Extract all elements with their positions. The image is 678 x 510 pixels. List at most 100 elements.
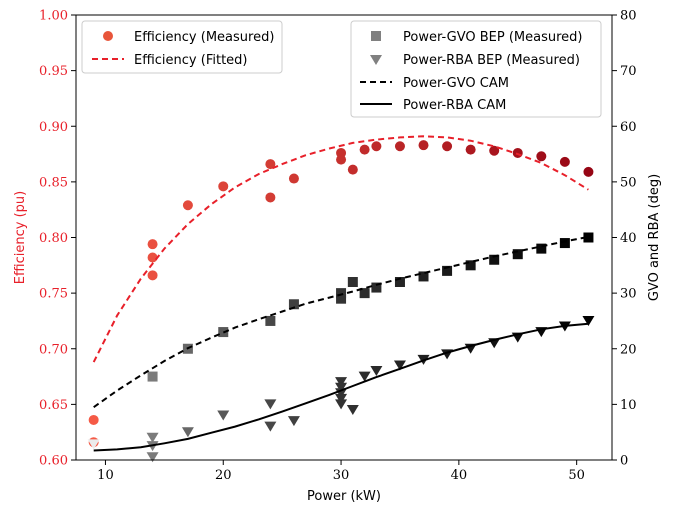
y-right-tick-label: 0 — [620, 454, 628, 469]
power-gvo-bep-measured-point — [418, 271, 429, 282]
power-rba-bep-measured-point — [582, 315, 595, 326]
power-rba-bep-measured-point — [358, 371, 371, 382]
power-gvo-bep-measured-point — [465, 260, 476, 271]
efficiency-measured-point — [347, 164, 358, 175]
x-axis-label: Power (kW) — [307, 489, 381, 504]
power-gvo-cam-line — [93, 235, 589, 409]
power-rba-cam-line — [93, 322, 589, 452]
efficiency-measured-point — [489, 145, 500, 156]
efficiency-measured-point — [147, 252, 158, 263]
x-tick-label: 40 — [451, 468, 468, 483]
legend-rba-cam-label: Power-RBA CAM — [403, 98, 506, 113]
power-gvo-bep-measured-point — [336, 293, 347, 304]
tick-group: 10 20 30 40 50 0.60 0.65 0.70 0.75 0.80 0.85 0.90 0.… — [39, 9, 637, 484]
power-rba-bep-measured-point — [346, 404, 359, 415]
y-left-tick-label: 0.70 — [39, 342, 68, 357]
efficiency-measured-point — [265, 192, 276, 203]
power-gvo-bep-measured-point — [394, 277, 405, 287]
efficiency-measured-point — [465, 144, 476, 155]
x-tick-label: 20 — [215, 468, 232, 483]
power-rba-bep-measured-point — [146, 432, 159, 443]
power-gvo-bep-measured-point — [371, 282, 382, 293]
y-right-tick-label: 60 — [620, 120, 637, 135]
efficiency-measured-point — [359, 144, 370, 155]
efficiency-measured-point — [147, 270, 158, 281]
efficiency-measured-point — [536, 151, 547, 162]
power-gvo-bep-measured-point — [147, 371, 158, 382]
y-right-tick-label: 20 — [620, 342, 637, 357]
legend-left-frame — [81, 20, 283, 74]
y-right-tick-label: 10 — [620, 398, 637, 413]
legend-gvo-bep-label: Power-GVO BEP (Measured) — [403, 30, 583, 45]
y-right-tick-label: 80 — [620, 9, 637, 24]
efficiency-measured-point — [336, 154, 347, 165]
power-rba-bep-measured-point — [335, 399, 348, 410]
power-rba-bep-measured-point — [264, 421, 277, 432]
power-rba-bep-measured-point — [335, 382, 348, 393]
power-gvo-bep-measured-point — [288, 299, 299, 310]
y-left-tick-label: 0.95 — [39, 64, 68, 79]
power-gvo-bep-measured-point — [347, 277, 358, 287]
power-rba-bep-measured-point — [370, 366, 383, 376]
x-tick-label: 10 — [97, 468, 114, 483]
power-gvo-bep-measured-point — [359, 288, 370, 299]
power-rba-bep-measured-point — [393, 360, 406, 371]
efficiency-measured-point — [442, 141, 453, 152]
power-rba-bep-measured-point — [146, 452, 159, 463]
plot-frame — [75, 14, 613, 461]
legend-left: Efficiency (Measured) Efficiency (Fitted… — [81, 20, 283, 74]
legend-efficiency-fitted-label: Efficiency (Fitted) — [134, 53, 247, 68]
y-left-tick-label: 0.60 — [39, 454, 68, 469]
power-gvo-bep-measured-point — [489, 254, 500, 265]
efficiency-measured-point — [583, 166, 594, 177]
power-rba-bep-measured-point — [87, 439, 100, 450]
y-left-tick-label: 0.90 — [39, 120, 68, 135]
efficiency-measured-point — [418, 140, 429, 151]
efficiency-measured-point — [218, 181, 229, 192]
x-tick-label: 50 — [568, 468, 585, 483]
legend-rba-bep-marker — [370, 55, 382, 65]
legend-gvo-bep-marker — [371, 31, 381, 41]
y-right-tick-label: 50 — [620, 175, 637, 190]
y-right-tick-label: 70 — [620, 64, 637, 79]
power-gvo-bep-measured-point — [336, 288, 347, 299]
y-left-tick-label: 1.00 — [39, 9, 68, 24]
y-right-tick-label: 40 — [620, 231, 637, 246]
power-gvo-bep-measured-point — [512, 249, 523, 260]
power-rba-bep-measured-point — [181, 427, 194, 438]
y-right-tick-label: 30 — [620, 287, 637, 302]
power-gvo-bep-measured-point — [265, 315, 276, 326]
efficiency-measured-point — [147, 239, 158, 250]
efficiency-measured-point — [88, 414, 99, 425]
y-left-tick-label: 0.75 — [39, 287, 68, 302]
legend-efficiency-measured-marker — [103, 31, 113, 41]
series-group — [87, 135, 595, 463]
y-axis-right-label: GVO and RBA (deg) — [647, 174, 662, 301]
y-left-tick-label: 0.85 — [39, 175, 68, 190]
efficiency-measured-point — [182, 200, 193, 211]
legend-rba-bep-label: Power-RBA BEP (Measured) — [403, 53, 580, 68]
legend-efficiency-measured-label: Efficiency (Measured) — [134, 30, 274, 45]
efficiency-fitted-line — [92, 135, 589, 363]
y-left-tick-label: 0.80 — [39, 231, 68, 246]
y-axis-left-label: Efficiency (pu) — [13, 191, 28, 284]
power-rba-bep-measured-point — [335, 377, 348, 388]
efficiency-measured-point — [288, 173, 299, 184]
efficiency-measured-point — [265, 159, 276, 170]
power-rba-bep-measured-point — [287, 416, 300, 427]
y-left-tick-label: 0.65 — [39, 398, 68, 413]
legend-right: Power-GVO BEP (Measured) Power-RBA BEP (… — [350, 20, 602, 118]
efficiency-measured-point — [394, 141, 405, 152]
efficiency-measured-point — [371, 141, 382, 152]
legend-gvo-cam-label: Power-GVO CAM — [403, 76, 509, 91]
power-gvo-bep-measured-point — [536, 243, 547, 254]
x-tick-label: 30 — [333, 468, 350, 483]
power-gvo-bep-measured-point — [559, 238, 570, 249]
efficiency-measured-point — [512, 147, 523, 158]
efficiency-measured-point — [559, 156, 570, 167]
power-gvo-bep-measured-point — [442, 265, 453, 276]
power-rba-bep-measured-point — [264, 399, 277, 410]
power-rba-bep-measured-point — [335, 393, 348, 404]
power-rba-bep-measured-point — [217, 410, 230, 421]
